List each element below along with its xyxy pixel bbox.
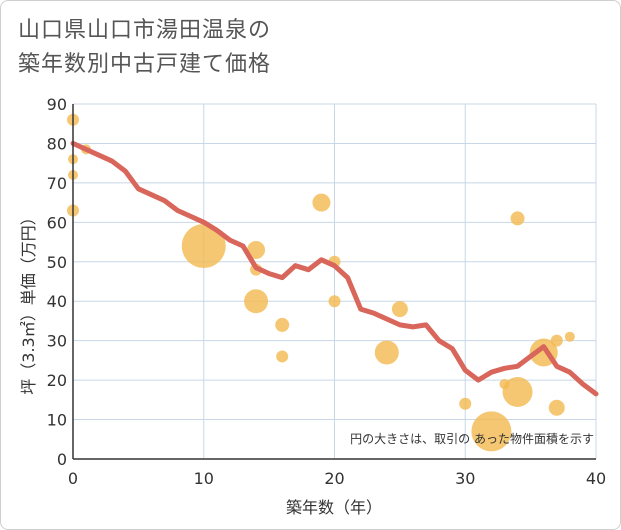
chart-title-line2: 築年数別中古戸建て価格 <box>18 52 272 77</box>
y-tick-label: 10 <box>47 411 67 430</box>
bubble-point <box>312 193 331 212</box>
y-tick-label: 70 <box>47 174 67 193</box>
y-tick-label: 30 <box>47 332 67 351</box>
bubble-point <box>247 240 266 259</box>
bubble-point <box>276 350 289 363</box>
bubble-point <box>459 397 472 410</box>
tick-labels: 0 10 20 30 40 50 60 70 80 90 0 10 20 30 40 <box>47 95 607 488</box>
axes <box>72 104 596 460</box>
trend-line <box>70 140 599 397</box>
bubble-point <box>244 289 269 314</box>
y-tick-label: 50 <box>47 253 67 272</box>
bubble-point <box>471 411 512 452</box>
x-tick-label: 20 <box>324 469 344 488</box>
bubble-point <box>374 340 399 365</box>
bubble-point <box>564 331 575 342</box>
y-tick-label: 80 <box>47 134 67 153</box>
y-tick-label: 40 <box>47 292 67 311</box>
y-tick-label: 90 <box>47 95 67 114</box>
x-tick-label: 10 <box>194 469 214 488</box>
bubble-point <box>328 295 341 308</box>
bubble-point <box>275 317 290 332</box>
y-tick-label: 20 <box>47 371 67 390</box>
bubble-point <box>502 376 533 407</box>
bubble-point <box>391 301 408 318</box>
bubble-point <box>181 224 226 268</box>
chart-title: 山口県山口市湯田温泉の 築年数別中古戸建て価格 <box>18 14 271 82</box>
bubble-point <box>550 334 563 347</box>
bubble-point <box>548 399 565 416</box>
x-tick-label: 0 <box>68 469 78 488</box>
x-tick-label: 30 <box>455 469 475 488</box>
x-tick-label: 40 <box>586 469 606 488</box>
y-tick-label: 60 <box>47 213 67 232</box>
size-note: 円の大きさは、取引の あった物件面積を示す <box>350 431 594 446</box>
chart-title-line1: 山口県山口市湯田温泉の <box>18 18 272 43</box>
y-axis-label: 坪（3.3㎡）単価（万円） <box>19 209 38 394</box>
x-axis-label: 築年数（年） <box>286 498 382 517</box>
y-tick-label: 0 <box>57 450 67 469</box>
bubble-point <box>510 211 525 226</box>
bubbles <box>67 113 575 452</box>
